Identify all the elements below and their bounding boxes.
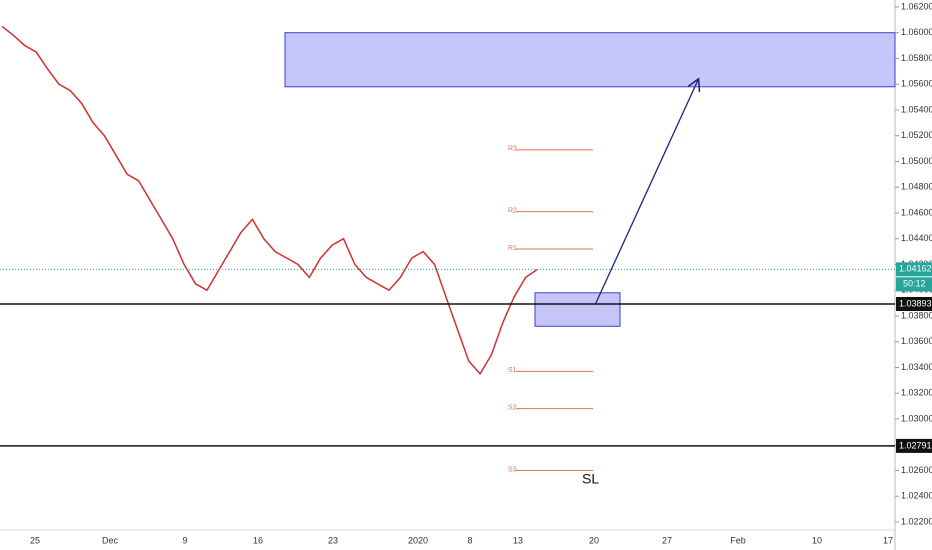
last-price-tag — [896, 262, 932, 277]
x-tick-label: 8 — [467, 535, 472, 545]
pivot-label: S2 — [508, 405, 517, 412]
x-tick-label: 25 — [30, 535, 40, 545]
y-tick-label: 1.02200 — [901, 516, 932, 526]
level-label: 1.02791 — [899, 440, 932, 450]
target-zone — [284, 32, 896, 88]
pivot-label: S1 — [508, 367, 517, 374]
y-tick-label: 1.03400 — [901, 362, 932, 372]
y-tick-label: 1.05200 — [901, 130, 932, 140]
x-tick-label: Dec — [102, 535, 119, 545]
y-tick-label: 1.04600 — [901, 207, 932, 217]
x-tick-label: 13 — [513, 535, 523, 545]
y-tick-label: 1.06000 — [901, 27, 932, 37]
y-tick-label: 1.03800 — [901, 310, 932, 320]
y-tick-label: 1.02400 — [901, 491, 932, 501]
level-tag — [896, 297, 932, 312]
projection-arrow — [594, 80, 698, 306]
y-tick-label: 1.03000 — [901, 413, 932, 423]
y-tick-label: 1.05000 — [901, 156, 932, 166]
y-tick-label: 1.03200 — [901, 388, 932, 398]
pivot-label: R1 — [508, 245, 517, 252]
x-tick-label: 2020 — [408, 535, 428, 545]
y-tick-label: 1.04400 — [901, 233, 932, 243]
x-tick-label: 27 — [662, 535, 672, 545]
countdown-label: 50:12 — [903, 279, 926, 289]
last-price-label: 1.04162 — [899, 264, 932, 274]
x-tick-label: 17 — [883, 535, 893, 545]
y-tick-label: 1.05400 — [901, 104, 932, 114]
x-tick-label: 10 — [812, 535, 822, 545]
pivot-label: S3 — [508, 466, 517, 473]
countdown-tag — [896, 277, 932, 292]
x-tick-label: Feb — [730, 535, 746, 545]
y-tick-label: 1.06200 — [901, 1, 932, 11]
pivot-label: R3 — [508, 146, 517, 153]
y-tick-label: 1.04800 — [901, 182, 932, 192]
x-tick-label: 16 — [253, 535, 263, 545]
x-tick-label: 9 — [182, 535, 187, 545]
y-tick-label: 1.02600 — [901, 465, 932, 475]
level-tag — [896, 438, 932, 453]
pivot-label: R2 — [508, 208, 517, 215]
price-line — [1, 25, 538, 376]
level-label: 1.03893 — [899, 298, 932, 308]
y-tick-label: 1.05800 — [901, 53, 932, 63]
x-tick-label: 20 — [589, 535, 599, 545]
x-tick-label: 23 — [328, 535, 338, 545]
y-tick-label: 1.05600 — [901, 79, 932, 89]
annotation: SL — [582, 471, 599, 487]
y-tick-label: 1.03600 — [901, 336, 932, 346]
target-zone — [534, 292, 621, 327]
